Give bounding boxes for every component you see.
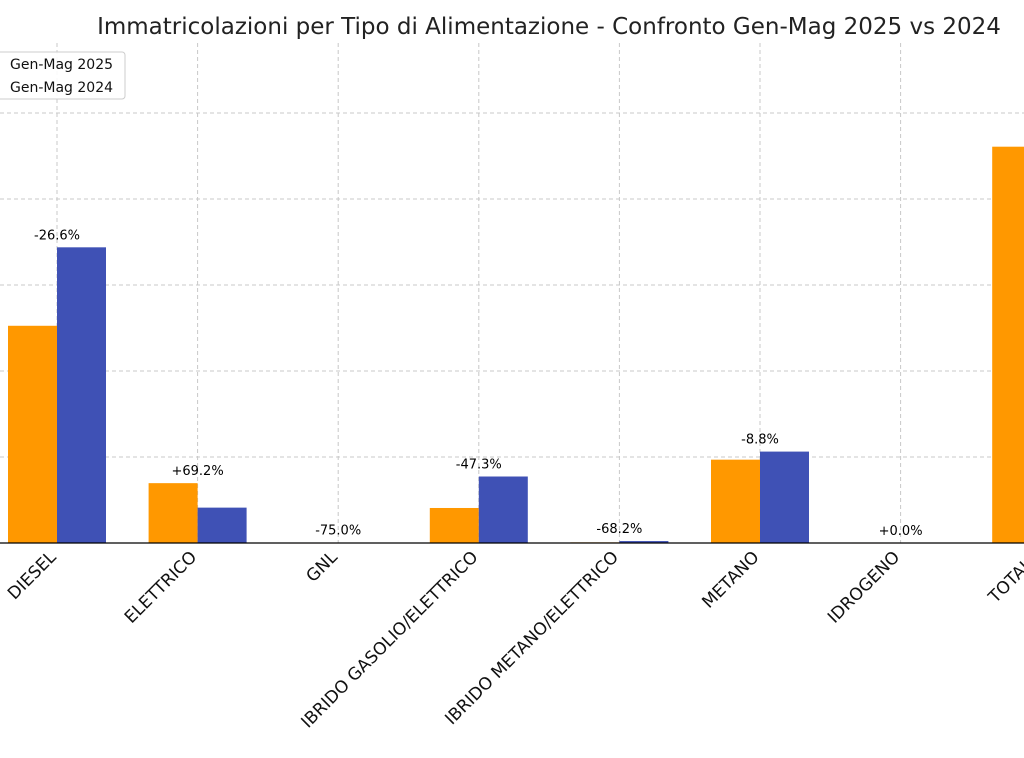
bar-2024-ibrido-gasolio-elettrico <box>478 476 528 543</box>
bar-2024-diesel <box>57 247 106 543</box>
grid-lines <box>0 43 1024 543</box>
x-tick-label: ELETTRICO <box>121 547 201 627</box>
bar-2025-totale <box>992 146 1024 543</box>
change-label: -75.0% <box>315 524 361 539</box>
change-label: +69.2% <box>171 464 223 479</box>
chart-title: Immatricolazioni per Tipo di Alimentazio… <box>97 14 1001 40</box>
legend-label-2024: Gen-Mag 2024 <box>10 80 113 96</box>
x-tick-label: GNL <box>303 547 343 587</box>
change-label: -68.2% <box>596 522 642 537</box>
change-label: +0.0% <box>879 524 923 539</box>
legend-box <box>0 51 126 100</box>
x-tick-label: METANO <box>698 547 763 612</box>
x-tick-label: TOTALE <box>984 547 1024 608</box>
x-tick-label: DIESEL <box>4 547 61 604</box>
bars-group <box>8 146 1024 544</box>
bar-2024-metano <box>760 451 809 543</box>
bar-2025-ibrido-gasolio-elettrico <box>429 507 479 543</box>
change-label: -8.8% <box>741 433 779 448</box>
bar-2024-elettrico <box>197 507 247 543</box>
bar-2025-elettrico <box>148 483 198 543</box>
legend-label-2025: Gen-Mag 2025 <box>10 57 113 73</box>
bar-2025-diesel <box>8 325 57 543</box>
change-label: -26.6% <box>34 228 80 243</box>
change-label: -47.3% <box>456 458 502 473</box>
legend: Gen-Mag 2025 Gen-Mag 2024 <box>0 51 126 100</box>
bar-2024-ibrido-metano-elettrico <box>619 541 669 543</box>
bar-2025-metano <box>711 459 760 543</box>
x-tick-label: IDROGENO <box>824 547 904 627</box>
data-labels-group: -26.6% +69.2% -75.0% -47.3% -68.2% -8.8% +0.0% <box>34 228 923 539</box>
